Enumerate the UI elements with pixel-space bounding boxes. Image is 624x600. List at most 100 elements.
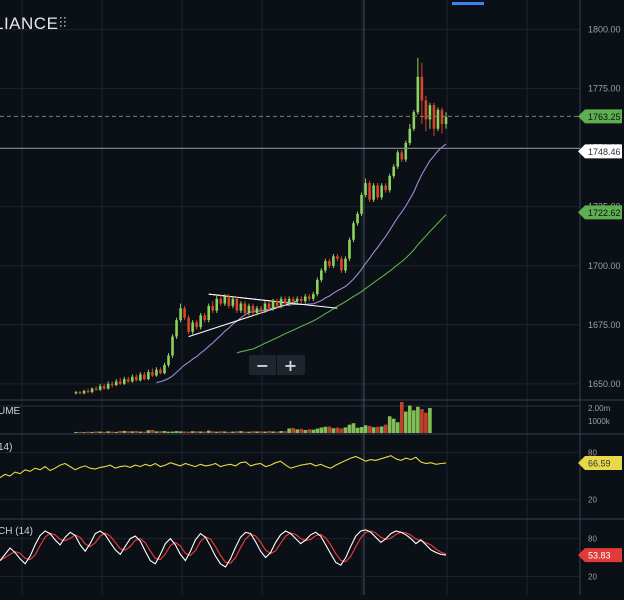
- candle-body: [122, 379, 126, 384]
- volume-bar: [142, 431, 147, 433]
- volume-bar: [271, 431, 275, 433]
- candle-body: [408, 128, 412, 143]
- volume-bar: [267, 431, 271, 433]
- rsi-line: [0, 455, 447, 479]
- candle-body: [255, 308, 259, 313]
- rsi-value-tag-bg: [578, 456, 622, 471]
- candle-body: [352, 223, 355, 240]
- volume-bar: [379, 426, 384, 433]
- volume-bar: [166, 431, 171, 433]
- volume-bar: [194, 431, 199, 433]
- symbol-title[interactable]: LIANCE: [0, 14, 59, 33]
- volume-bar: [235, 431, 239, 433]
- volume-bar: [198, 431, 203, 433]
- candle-body: [78, 392, 82, 394]
- zoom-in-button[interactable]: +: [276, 355, 304, 375]
- stoch-pane-label: CH (14): [0, 526, 34, 537]
- volume-bar: [170, 431, 175, 433]
- candle-body: [267, 303, 271, 309]
- volume-bar: [363, 425, 368, 433]
- candle-body: [356, 213, 359, 224]
- candle-body: [247, 305, 251, 313]
- volume-bar: [275, 431, 279, 433]
- candle-body: [223, 296, 227, 304]
- volume-bar: [307, 429, 312, 433]
- volume-bar: [122, 430, 127, 433]
- volume-bar: [287, 428, 291, 433]
- volume-bar: [190, 431, 195, 433]
- volume-bar: [279, 430, 283, 433]
- volume-bar: [408, 405, 412, 433]
- volume-bar: [291, 427, 295, 433]
- stoch-value-tag: 53.83: [588, 551, 611, 561]
- candle-body: [94, 388, 98, 390]
- candle-body: [143, 374, 146, 380]
- candle-body: [167, 355, 170, 365]
- candle-body: [151, 372, 154, 376]
- candle-body: [420, 76, 424, 101]
- volume-bar: [94, 431, 98, 433]
- volume-bar: [251, 431, 255, 433]
- volume-bar: [174, 431, 179, 433]
- volume-bar: [239, 431, 243, 433]
- rsi-tick-label: 20: [588, 495, 597, 504]
- candle-body: [211, 305, 215, 311]
- candle-body: [416, 76, 420, 113]
- candle-body: [299, 298, 303, 302]
- volume-bar: [98, 431, 102, 433]
- volume-bar: [110, 431, 114, 433]
- volume-bar: [420, 409, 424, 433]
- candle-body: [432, 105, 436, 129]
- candle-body: [171, 336, 174, 356]
- candle-body: [159, 369, 162, 374]
- settings-dots-icon[interactable]: [58, 16, 68, 28]
- volume-bar: [303, 430, 308, 433]
- candle-body: [251, 305, 255, 313]
- candle-body: [316, 279, 319, 295]
- candle-body: [110, 383, 114, 386]
- candle-body: [86, 390, 90, 393]
- candle-body: [444, 116, 448, 125]
- candle-body: [291, 298, 295, 302]
- candle-body: [324, 261, 327, 271]
- volume-bar: [218, 431, 223, 433]
- candle-body: [203, 315, 206, 321]
- volume-bar: [412, 410, 416, 433]
- volume-bar: [243, 431, 247, 433]
- volume-bar: [331, 428, 336, 433]
- candle-body: [106, 383, 110, 389]
- y-tick-label: 1800.00: [588, 25, 621, 35]
- candle-body: [275, 301, 279, 306]
- volume-bar: [399, 402, 404, 433]
- volume-bar: [391, 418, 396, 433]
- volume-bar: [223, 431, 227, 433]
- candle-body: [376, 185, 379, 198]
- ma-long-price-tag-bg: [578, 205, 622, 220]
- candle-body: [259, 308, 263, 311]
- trendline-drawing: [188, 300, 298, 338]
- candle-body: [388, 176, 391, 191]
- volume-bar: [335, 427, 340, 433]
- volume-bar: [146, 430, 151, 433]
- candle-body: [412, 112, 416, 129]
- volume-bar: [202, 431, 207, 433]
- ma-short-line: [156, 143, 447, 384]
- volume-bar: [327, 426, 332, 433]
- candle-body: [340, 258, 343, 271]
- candle-body: [82, 390, 86, 394]
- volume-bar: [126, 431, 131, 433]
- volume-bar: [214, 431, 219, 433]
- volume-bar: [323, 426, 328, 433]
- volume-bar: [106, 431, 110, 433]
- volume-bar: [299, 428, 304, 433]
- candle-body: [98, 386, 102, 390]
- candle-body: [139, 374, 142, 381]
- volume-bar: [130, 431, 135, 433]
- volume-bar: [375, 426, 380, 433]
- candle-body: [231, 298, 235, 306]
- volume-pane-label: UME: [0, 406, 21, 417]
- zoom-out-button[interactable]: −: [255, 355, 270, 375]
- candle-body: [219, 298, 223, 304]
